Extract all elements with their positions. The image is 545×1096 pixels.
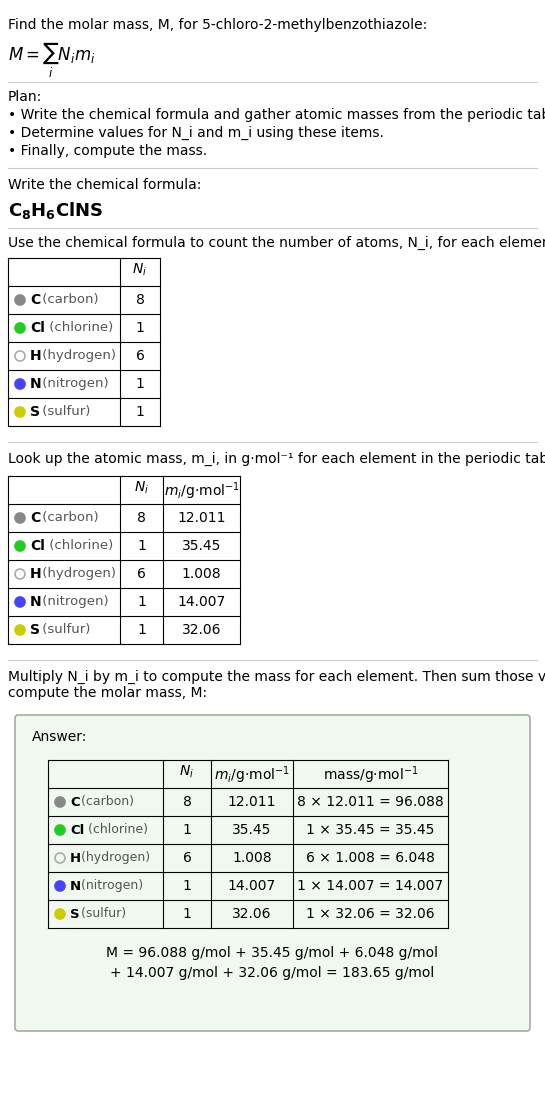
Text: 6: 6: [136, 349, 144, 363]
Text: 1: 1: [137, 623, 146, 637]
Text: 8: 8: [183, 795, 191, 809]
Text: 1: 1: [136, 321, 144, 335]
Text: 1: 1: [137, 539, 146, 553]
Text: 1 × 35.45 = 35.45: 1 × 35.45 = 35.45: [306, 823, 435, 837]
Text: (chlorine): (chlorine): [84, 823, 148, 836]
Circle shape: [15, 597, 25, 607]
Text: 12.011: 12.011: [228, 795, 276, 809]
Text: 35.45: 35.45: [182, 539, 221, 553]
Text: S: S: [30, 623, 40, 637]
Text: Cl: Cl: [70, 823, 84, 836]
Circle shape: [15, 625, 25, 635]
Text: (chlorine): (chlorine): [45, 321, 113, 334]
Text: 1: 1: [183, 907, 191, 921]
Circle shape: [55, 797, 65, 807]
Text: 8 × 12.011 = 96.088: 8 × 12.011 = 96.088: [297, 795, 444, 809]
Text: 1: 1: [183, 879, 191, 893]
Text: 1 × 14.007 = 14.007: 1 × 14.007 = 14.007: [298, 879, 444, 893]
Text: mass/g$\cdot$mol$^{-1}$: mass/g$\cdot$mol$^{-1}$: [323, 764, 419, 786]
Circle shape: [15, 513, 25, 523]
Text: Use the chemical formula to count the number of atoms, N_i, for each element:: Use the chemical formula to count the nu…: [8, 236, 545, 250]
Text: 6: 6: [137, 567, 146, 581]
Text: (hydrogen): (hydrogen): [38, 568, 116, 581]
Text: $N_i$: $N_i$: [134, 480, 149, 496]
Text: (carbon): (carbon): [38, 512, 98, 525]
Text: 32.06: 32.06: [181, 623, 221, 637]
Text: $m_i$/g$\cdot$mol$^{-1}$: $m_i$/g$\cdot$mol$^{-1}$: [214, 764, 290, 786]
Circle shape: [55, 909, 65, 920]
Text: (sulfur): (sulfur): [38, 406, 90, 419]
Text: H: H: [70, 852, 81, 865]
Text: 6 × 1.008 = 6.048: 6 × 1.008 = 6.048: [306, 850, 435, 865]
Circle shape: [15, 541, 25, 551]
Text: (nitrogen): (nitrogen): [38, 377, 108, 390]
Text: $M = \sum_i N_i m_i$: $M = \sum_i N_i m_i$: [8, 39, 95, 80]
Text: (sulfur): (sulfur): [77, 907, 126, 921]
Text: N: N: [70, 879, 81, 892]
Text: Plan:: Plan:: [8, 90, 43, 104]
Text: H: H: [30, 349, 41, 363]
Text: (sulfur): (sulfur): [38, 624, 90, 637]
Text: 6: 6: [183, 850, 191, 865]
Text: 8: 8: [137, 511, 146, 525]
Text: Find the molar mass, M, for 5-chloro-2-methylbenzothiazole:: Find the molar mass, M, for 5-chloro-2-m…: [8, 18, 427, 32]
Text: 8: 8: [136, 293, 144, 307]
Text: $N_i$: $N_i$: [179, 764, 195, 780]
Text: Answer:: Answer:: [32, 730, 87, 744]
Text: 32.06: 32.06: [232, 907, 272, 921]
Text: $N_i$: $N_i$: [132, 262, 148, 278]
Text: 1: 1: [136, 406, 144, 419]
Text: Multiply N_i by m_i to compute the mass for each element. Then sum those values : Multiply N_i by m_i to compute the mass …: [8, 670, 545, 700]
Text: • Determine values for N_i and m_i using these items.: • Determine values for N_i and m_i using…: [8, 126, 384, 140]
Text: (hydrogen): (hydrogen): [38, 350, 116, 363]
Text: Cl: Cl: [30, 539, 45, 553]
Text: 1: 1: [136, 377, 144, 391]
Text: (carbon): (carbon): [38, 294, 98, 307]
Text: 1.008: 1.008: [181, 567, 221, 581]
Text: S: S: [30, 406, 40, 419]
Text: (carbon): (carbon): [77, 796, 134, 809]
Circle shape: [15, 323, 25, 333]
Text: Look up the atomic mass, m_i, in g·mol⁻¹ for each element in the periodic table:: Look up the atomic mass, m_i, in g·mol⁻¹…: [8, 452, 545, 466]
Text: 35.45: 35.45: [232, 823, 272, 837]
Text: C: C: [30, 293, 40, 307]
Text: $m_i$/g$\cdot$mol$^{-1}$: $m_i$/g$\cdot$mol$^{-1}$: [164, 480, 239, 502]
Text: 1.008: 1.008: [232, 850, 272, 865]
Text: H: H: [30, 567, 41, 581]
Text: N: N: [30, 377, 41, 391]
Text: $\mathregular{C_8H_6ClNS}$: $\mathregular{C_8H_6ClNS}$: [8, 199, 103, 221]
Text: 14.007: 14.007: [228, 879, 276, 893]
Text: (nitrogen): (nitrogen): [77, 879, 143, 892]
Circle shape: [15, 407, 25, 416]
Text: N: N: [30, 595, 41, 609]
Text: C: C: [70, 796, 80, 809]
Text: 1 × 32.06 = 32.06: 1 × 32.06 = 32.06: [306, 907, 435, 921]
Text: 14.007: 14.007: [177, 595, 226, 609]
Text: Write the chemical formula:: Write the chemical formula:: [8, 178, 201, 192]
Circle shape: [15, 379, 25, 389]
Text: C: C: [30, 511, 40, 525]
Text: • Finally, compute the mass.: • Finally, compute the mass.: [8, 144, 207, 158]
Text: S: S: [70, 907, 80, 921]
Circle shape: [55, 881, 65, 891]
Text: (chlorine): (chlorine): [45, 539, 113, 552]
Text: 1: 1: [183, 823, 191, 837]
Circle shape: [15, 295, 25, 305]
Text: (hydrogen): (hydrogen): [77, 852, 150, 865]
Text: + 14.007 g/mol + 32.06 g/mol = 183.65 g/mol: + 14.007 g/mol + 32.06 g/mol = 183.65 g/…: [111, 966, 434, 980]
Text: • Write the chemical formula and gather atomic masses from the periodic table.: • Write the chemical formula and gather …: [8, 109, 545, 122]
Text: Cl: Cl: [30, 321, 45, 335]
Text: 1: 1: [137, 595, 146, 609]
Text: (nitrogen): (nitrogen): [38, 595, 108, 608]
Circle shape: [55, 825, 65, 835]
Text: M = 96.088 g/mol + 35.45 g/mol + 6.048 g/mol: M = 96.088 g/mol + 35.45 g/mol + 6.048 g…: [106, 946, 439, 960]
Text: 12.011: 12.011: [177, 511, 226, 525]
FancyBboxPatch shape: [15, 715, 530, 1031]
